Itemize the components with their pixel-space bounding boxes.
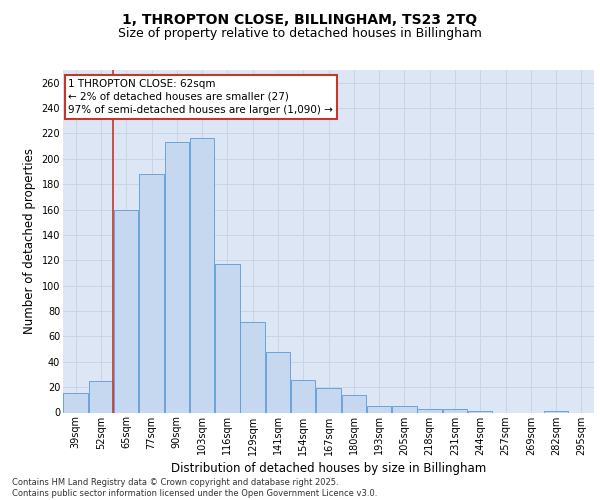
Bar xyxy=(468,411,493,412)
Bar xyxy=(139,174,164,412)
Bar xyxy=(241,322,265,412)
Y-axis label: Number of detached properties: Number of detached properties xyxy=(23,148,36,334)
Bar xyxy=(341,394,366,412)
Bar xyxy=(64,394,88,412)
X-axis label: Distribution of detached houses by size in Billingham: Distribution of detached houses by size … xyxy=(171,462,486,474)
Text: Contains HM Land Registry data © Crown copyright and database right 2025.
Contai: Contains HM Land Registry data © Crown c… xyxy=(12,478,377,498)
Bar xyxy=(215,264,239,412)
Bar xyxy=(544,411,568,412)
Bar xyxy=(367,406,391,412)
Bar xyxy=(114,210,139,412)
Text: Size of property relative to detached houses in Billingham: Size of property relative to detached ho… xyxy=(118,28,482,40)
Bar xyxy=(316,388,341,412)
Bar xyxy=(443,408,467,412)
Bar xyxy=(266,352,290,412)
Text: 1 THROPTON CLOSE: 62sqm
← 2% of detached houses are smaller (27)
97% of semi-det: 1 THROPTON CLOSE: 62sqm ← 2% of detached… xyxy=(68,78,333,115)
Bar xyxy=(89,381,113,412)
Bar xyxy=(392,406,416,412)
Bar xyxy=(164,142,189,412)
Bar xyxy=(291,380,316,412)
Text: 1, THROPTON CLOSE, BILLINGHAM, TS23 2TQ: 1, THROPTON CLOSE, BILLINGHAM, TS23 2TQ xyxy=(122,12,478,26)
Bar xyxy=(418,408,442,412)
Bar xyxy=(190,138,214,412)
